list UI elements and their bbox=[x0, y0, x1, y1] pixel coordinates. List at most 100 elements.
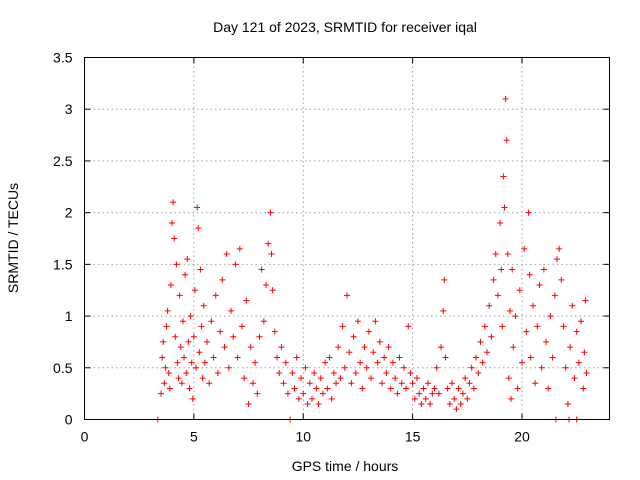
data-point bbox=[326, 354, 333, 361]
data-point bbox=[525, 209, 532, 216]
data-point bbox=[260, 318, 267, 325]
data-point bbox=[185, 338, 192, 345]
data-point bbox=[486, 302, 493, 309]
data-point bbox=[455, 385, 462, 392]
data-point bbox=[199, 375, 206, 382]
data-point bbox=[234, 354, 241, 361]
data-point bbox=[492, 251, 499, 258]
data-point bbox=[370, 349, 377, 356]
data-point bbox=[424, 380, 431, 387]
data-point bbox=[512, 313, 519, 320]
data-point bbox=[298, 375, 305, 382]
data-point bbox=[536, 282, 543, 289]
data-point bbox=[567, 344, 574, 351]
data-point bbox=[221, 344, 228, 351]
data-point bbox=[311, 369, 318, 376]
data-point bbox=[172, 333, 179, 340]
x-tick-label: 0 bbox=[81, 429, 89, 445]
data-point bbox=[280, 380, 287, 387]
data-point bbox=[420, 385, 427, 392]
data-point bbox=[165, 369, 172, 376]
data-point bbox=[442, 354, 449, 361]
data-point bbox=[198, 323, 205, 330]
y-axis-label: SRMTID / TECUs bbox=[5, 183, 21, 293]
data-point bbox=[494, 292, 501, 299]
data-point bbox=[201, 359, 208, 366]
data-point bbox=[411, 395, 418, 402]
data-point bbox=[459, 390, 466, 397]
data-point bbox=[441, 276, 448, 283]
grid-layer bbox=[84, 57, 610, 420]
data-point bbox=[278, 344, 285, 351]
y-tick-label: 2.5 bbox=[53, 153, 73, 169]
data-point bbox=[284, 390, 291, 397]
data-point bbox=[488, 333, 495, 340]
data-point bbox=[547, 313, 554, 320]
x-tick-label: 10 bbox=[295, 429, 311, 445]
data-point bbox=[506, 307, 513, 314]
data-point bbox=[258, 266, 265, 273]
data-point bbox=[502, 95, 509, 102]
x-tick-label: 15 bbox=[405, 429, 421, 445]
data-point bbox=[498, 266, 505, 273]
data-point bbox=[265, 240, 272, 247]
points-layer bbox=[154, 95, 590, 423]
data-point bbox=[438, 344, 445, 351]
data-point bbox=[580, 385, 587, 392]
data-point bbox=[166, 385, 173, 392]
data-point bbox=[324, 385, 331, 392]
data-point bbox=[163, 323, 170, 330]
data-point bbox=[532, 380, 539, 387]
data-point bbox=[252, 359, 259, 366]
data-point bbox=[477, 338, 484, 345]
data-point bbox=[174, 359, 181, 366]
data-point bbox=[407, 369, 414, 376]
data-point bbox=[230, 333, 237, 340]
data-point bbox=[249, 380, 256, 387]
data-point bbox=[247, 344, 254, 351]
x-axis-label: GPS time / hours bbox=[292, 458, 399, 474]
data-point bbox=[510, 344, 517, 351]
data-point bbox=[184, 256, 191, 263]
data-point bbox=[540, 266, 547, 273]
data-point bbox=[372, 318, 379, 325]
data-point bbox=[549, 354, 556, 361]
data-point bbox=[374, 359, 381, 366]
data-point bbox=[440, 307, 447, 314]
data-point bbox=[409, 380, 416, 387]
data-point bbox=[414, 375, 420, 382]
data-point bbox=[538, 364, 545, 371]
data-point bbox=[206, 380, 213, 387]
data-point bbox=[173, 261, 180, 268]
y-tick-label: 1 bbox=[65, 308, 73, 324]
data-point bbox=[322, 359, 329, 366]
data-point bbox=[223, 251, 230, 258]
data-point bbox=[217, 328, 224, 335]
data-point bbox=[295, 395, 302, 402]
data-point bbox=[551, 292, 558, 299]
data-point bbox=[176, 292, 183, 299]
data-point bbox=[490, 276, 497, 283]
data-point bbox=[464, 395, 471, 402]
data-point bbox=[228, 307, 235, 314]
data-point bbox=[361, 344, 368, 351]
data-point bbox=[304, 400, 311, 407]
data-point bbox=[453, 406, 460, 413]
data-point bbox=[158, 390, 165, 397]
data-point bbox=[181, 354, 188, 361]
data-point bbox=[484, 349, 490, 356]
data-point bbox=[481, 323, 488, 330]
data-point bbox=[193, 364, 200, 371]
y-tick-label: 2 bbox=[65, 205, 73, 221]
y-tick-label: 0 bbox=[65, 412, 73, 428]
data-point bbox=[210, 354, 217, 361]
data-point bbox=[444, 385, 451, 392]
data-point bbox=[519, 359, 525, 366]
data-point bbox=[398, 380, 405, 387]
data-point bbox=[500, 173, 507, 180]
data-point bbox=[521, 245, 528, 252]
data-point bbox=[427, 400, 434, 407]
data-point bbox=[468, 364, 475, 371]
data-point bbox=[267, 209, 274, 216]
data-point bbox=[509, 266, 516, 273]
